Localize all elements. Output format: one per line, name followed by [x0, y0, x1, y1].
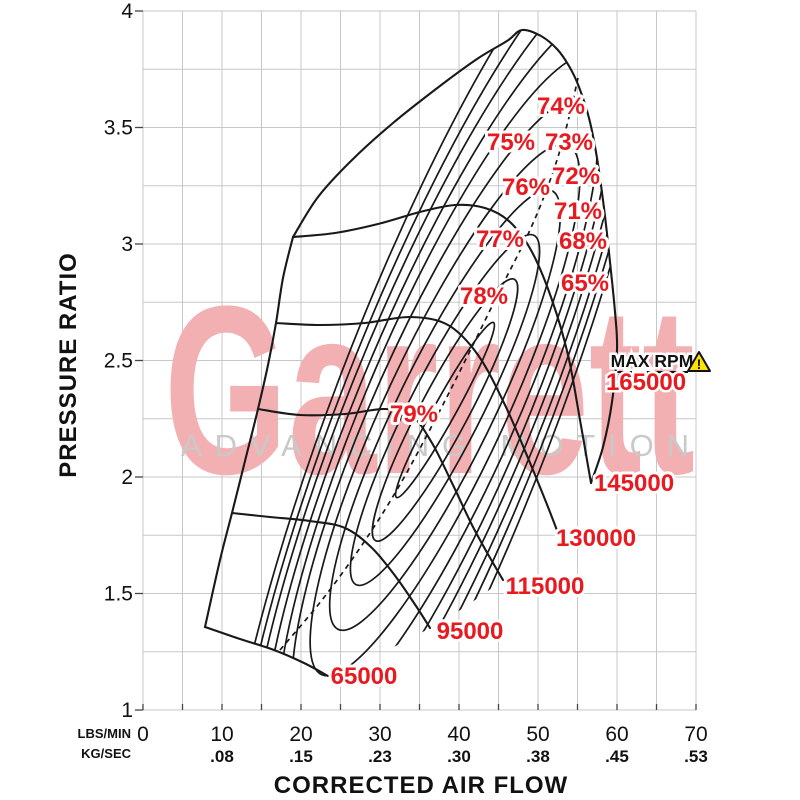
x-tick-label-kg: .53 [684, 747, 708, 766]
efficiency-label-77: 77% [476, 226, 524, 253]
efficiency-contour-76 [328, 188, 562, 632]
x-tick-label: 0 [137, 723, 149, 746]
series-labels-group: 79% 78% 77% 76% 75%74% 73% 72% 71% 68% 65% 65000 95… [328, 90, 677, 693]
x-tick-label: 60 [605, 723, 628, 746]
speed-line-65000 [203, 625, 330, 678]
efficiency-label-72: 72% [552, 163, 600, 190]
max-rpm-value: 165000 [606, 369, 686, 396]
efficiency-label-76: 76% [502, 174, 550, 201]
max-rpm-label: MAX RPM [611, 351, 694, 371]
y-tick-label: 2 [121, 466, 133, 489]
x-tick-label: 10 [210, 723, 233, 746]
efficiency-contour-65 [221, 29, 618, 678]
axis-ticks [135, 10, 697, 711]
y-tick-label: 1.5 [104, 583, 133, 606]
x-axis-title: CORRECTED AIR FLOW [274, 772, 568, 799]
y-tick-label: 4 [121, 0, 133, 23]
efficiency-label-68: 68% [559, 228, 607, 255]
x-axis-unit-kgsec: KG/SEC [81, 746, 131, 761]
x-tick-label: 40 [447, 723, 470, 746]
x-tick-label: 30 [368, 723, 391, 746]
efficiency-contours [221, 29, 618, 678]
efficiency-contour-75 [309, 143, 581, 677]
efficiency-contour-68 [234, 29, 618, 678]
x-tick-label-kg: .23 [368, 747, 392, 766]
speed-label-130000: 130000 [556, 525, 636, 552]
speed-label-115000: 115000 [506, 573, 585, 600]
x-tick-label-kg: .30 [447, 747, 471, 766]
efficiency-contour-77 [349, 233, 541, 587]
warning-triangle-icon [687, 351, 711, 372]
efficiency-label-73: 73% [545, 129, 593, 156]
speed-line-165000 [291, 28, 619, 485]
axis-tick-labels: 0 10.08 20.15 30.23 40.30 50.38 60.45 70.53 4 3.5… [104, 0, 708, 766]
x-tick-label: 20 [289, 723, 312, 746]
x-tick-label: 50 [526, 723, 549, 746]
speed-label-95000: 95000 [437, 618, 504, 645]
speed-line-95000 [230, 511, 432, 630]
efficiency-contour-71 [246, 29, 618, 678]
x-tick-label-kg: .15 [289, 747, 313, 766]
efficiency-label-75: 75% [487, 129, 535, 156]
speed-line-115000 [256, 407, 505, 582]
efficiency-label-65: 65% [561, 270, 609, 297]
y-tick-label: 3.5 [104, 117, 133, 140]
speed-label-65000: 65000 [331, 663, 398, 690]
x-axis-unit-lbsmin: LBS/MIN [78, 726, 131, 741]
efficiency-label-74: 74% [537, 93, 585, 120]
speed-label-145000: 145000 [594, 470, 674, 497]
x-tick-label-kg: .08 [210, 747, 234, 766]
efficiency-label-71: 71% [554, 198, 602, 225]
y-tick-label: 2.5 [104, 350, 133, 373]
y-tick-label: 3 [121, 233, 133, 256]
efficiency-contour-79 [394, 321, 496, 499]
efficiency-label-78: 78% [460, 283, 508, 310]
speed-lines-group [203, 28, 619, 678]
y-axis-title: PRESSURE RATIO [55, 252, 82, 478]
efficiency-contour-78 [371, 277, 519, 543]
x-tick-label-kg: .38 [526, 747, 550, 766]
peak-efficiency-line-group [279, 77, 579, 651]
speed-line-130000 [274, 315, 560, 535]
peak-efficiency-line [279, 77, 579, 651]
speed-line-145000 [291, 203, 593, 485]
x-tick-label: 70 [684, 723, 707, 746]
y-tick-label: 1 [121, 699, 133, 722]
efficiency-contour-72 [261, 29, 618, 678]
x-tick-label-kg: .45 [605, 747, 629, 766]
warning-exclamation-icon: ! [697, 356, 702, 372]
efficiency-label-79: 79% [390, 401, 438, 428]
